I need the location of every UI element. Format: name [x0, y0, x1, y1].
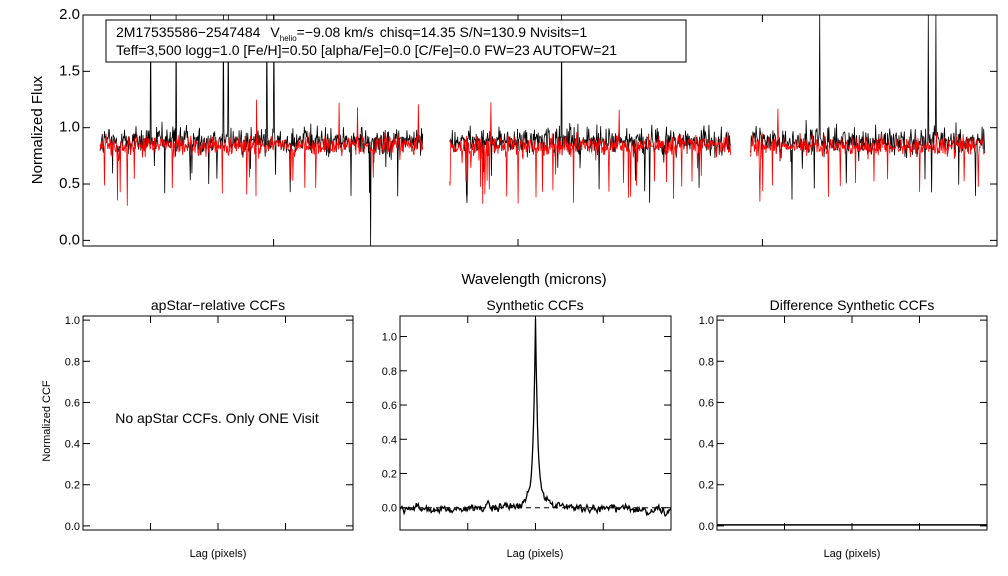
- synthetic-x-tick-label: 200: [662, 0, 680, 3]
- apstar-y-tick-label: 0.0: [65, 521, 80, 533]
- info-line-1: 2M17535586−2547484 Vhelio=−9.08 km/s chisq…: [116, 24, 587, 43]
- difference-x-tick-label: 0: [849, 0, 855, 3]
- difference-x-tick-label: −100: [772, 0, 797, 3]
- spectrum-model-line: [449, 102, 731, 204]
- difference-y-tick-label: 0.8: [699, 356, 714, 368]
- synthetic-series: [399, 318, 672, 517]
- difference-ccf-panel: Difference Synthetic CCFs 0.00.20.40.60.…: [699, 0, 996, 560]
- difference-y-tick-label: 0.2: [699, 480, 714, 492]
- apstar-x-tick-label: 0: [215, 0, 221, 3]
- difference-frame: [716, 315, 988, 531]
- synthetic-ccf-line: [399, 318, 672, 517]
- info-star-name: 2M17535586−2547484: [116, 24, 261, 40]
- apstar-y-tick-label: 0.4: [65, 439, 80, 451]
- synthetic-x-tick-label: 100: [594, 0, 612, 3]
- difference-title: Difference Synthetic CCFs: [770, 297, 935, 313]
- apstar-y-tick-label: 0.2: [65, 480, 80, 492]
- spectrum-panel: 0.0 0.5 1.0 1.5 2.0 1.55 1.60 1.65 Wavelength …: [29, 0, 998, 288]
- difference-x-axis-label: Lag (pixels): [824, 548, 881, 560]
- spectrum-x-tick-label: 1.60: [503, 0, 532, 4]
- apstar-x-axis-label: Lag (pixels): [190, 548, 247, 560]
- synthetic-x-tick-label: −100: [455, 0, 480, 3]
- synthetic-y-tick-label: 0.8: [382, 366, 397, 378]
- synthetic-ccf-panel: Synthetic CCFs 0.0 0.2 0.4 0.6 0.8 1.0 −200 −1…: [382, 0, 680, 560]
- apstar-y-tick-label: 0.6: [65, 397, 80, 409]
- synthetic-y-ticks: 0.0 0.2 0.4 0.6 0.8 1.0: [382, 332, 671, 515]
- info-stats: chisq=14.35 S/N=130.9 Nvisits=1: [380, 24, 588, 40]
- spectrum-model-line: [99, 99, 424, 206]
- spectrum-frame: [82, 14, 998, 247]
- info-line-2: Teff=3,500 logg=1.0 [Fe/H]=0.50 [alpha/F…: [116, 42, 617, 58]
- info-v-value: =−9.08 km/s: [297, 24, 374, 40]
- spectrum-y-ticks: 0.0 0.5 1.0 1.5 2.0: [59, 6, 997, 248]
- spectrum-y-tick-label: 1.5: [59, 62, 80, 79]
- info-v-subscript: helio: [280, 34, 297, 43]
- spectrum-y-tick-label: 0.5: [59, 175, 80, 192]
- apstar-ccf-panel: apStar−relative CCFs 0.00.20.40.60.81.0 …: [41, 0, 362, 560]
- synthetic-x-axis-label: Lag (pixels): [507, 548, 564, 560]
- difference-x-tick-label: 100: [910, 0, 928, 3]
- spectrum-y-tick-label: 0.0: [59, 231, 80, 248]
- apstar-annotation: No apStar CCFs. Only ONE Visit: [115, 410, 319, 426]
- spectrum-y-tick-label: 2.0: [59, 6, 80, 23]
- difference-x-tick-label: 200: [978, 0, 996, 3]
- spectrum-x-ticks: 1.55 1.60 1.65: [259, 0, 777, 246]
- info-v-label: V: [270, 24, 280, 40]
- spectrum-observed-line: [749, 14, 986, 200]
- difference-y-ticks: 0.0 0.2 0.4 0.6 0.8 1.0: [699, 315, 987, 533]
- apstar-y-ticks: 0.0 0.2 0.4 0.6 0.8 1.0: [65, 315, 353, 533]
- difference-y-tick-label: 1.0: [699, 315, 714, 327]
- synthetic-x-tick-label: −200: [388, 0, 413, 3]
- apstar-x-tick-label: −50: [141, 0, 160, 3]
- spectrum-x-tick-label: 1.55: [259, 0, 288, 4]
- apstar-title: apStar−relative CCFs: [151, 297, 285, 313]
- synthetic-y-tick-label: 0.2: [382, 469, 397, 481]
- synthetic-y-tick-label: 0.4: [382, 434, 397, 446]
- apstar-x-tick-label: 100: [344, 0, 362, 3]
- difference-x-ticks: −200 −100 0 100 200: [705, 0, 996, 530]
- synthetic-x-ticks: −200 −100 0 100 200: [388, 0, 680, 530]
- apstar-y-axis-label: Normalized CCF: [41, 380, 53, 462]
- difference-y-tick-label: 0.6: [699, 397, 714, 409]
- synthetic-x-tick-label: 0: [532, 0, 538, 3]
- spectrum-model-line: [749, 108, 985, 202]
- apstar-x-tick-label: 50: [279, 0, 291, 3]
- spectrum-x-tick-label: 1.65: [748, 0, 777, 4]
- apstar-x-ticks: −100 −50 0 50 100: [71, 0, 362, 530]
- spectrum-y-axis-label: Normalized Flux: [29, 75, 46, 184]
- apstar-y-tick-label: 1.0: [65, 315, 80, 327]
- synthetic-title: Synthetic CCFs: [486, 297, 583, 313]
- synthetic-y-tick-label: 1.0: [382, 332, 397, 344]
- info-box: [105, 19, 687, 63]
- spectrum-x-axis-label: Wavelength (microns): [461, 271, 606, 288]
- apstar-x-tick-label: −100: [71, 0, 96, 3]
- apstar-y-tick-label: 0.8: [65, 356, 80, 368]
- difference-y-tick-label: 0.0: [699, 521, 714, 533]
- spectrum-series: [99, 14, 986, 247]
- synthetic-y-tick-label: 0.0: [382, 503, 397, 515]
- synthetic-y-tick-label: 0.6: [382, 400, 397, 412]
- spectrum-y-tick-label: 1.0: [59, 119, 80, 136]
- difference-y-tick-label: 0.4: [699, 439, 714, 451]
- difference-x-tick-label: −200: [705, 0, 730, 3]
